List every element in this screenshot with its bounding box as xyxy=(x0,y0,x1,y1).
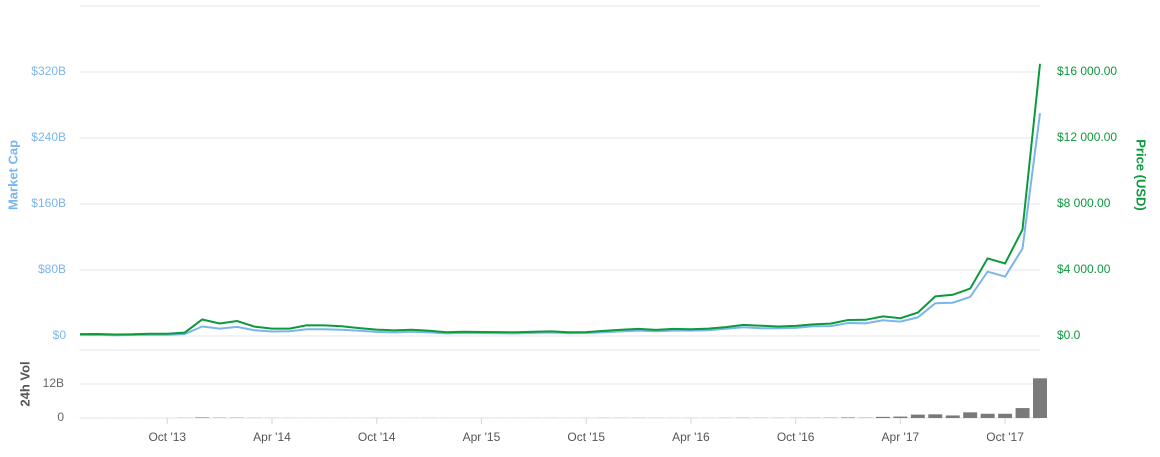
x-tick-label: Apr '16 xyxy=(672,430,710,444)
volume-bar xyxy=(980,413,995,418)
y2-axis-title: Price (USD) xyxy=(1134,139,1149,211)
x-tick-label: Apr '14 xyxy=(253,430,291,444)
y2-tick-label: $8 000.00 xyxy=(1057,196,1111,210)
x-tick-label: Apr '15 xyxy=(463,430,501,444)
x-tick-label: Oct '14 xyxy=(358,430,396,444)
x-tick-label: Oct '13 xyxy=(148,430,186,444)
volume-bar xyxy=(1015,408,1030,418)
volume-bar xyxy=(841,417,855,418)
volume-bar xyxy=(998,413,1013,418)
volume-bar xyxy=(910,414,925,418)
volume-bar xyxy=(928,414,943,418)
y-axis-title: Market Cap xyxy=(5,140,20,210)
y-tick-label: $160B xyxy=(31,196,66,210)
series-line xyxy=(79,63,1041,336)
volume-bar xyxy=(1033,378,1047,418)
y2-tick-label: $4 000.00 xyxy=(1057,262,1111,276)
y-tick-label: $80B xyxy=(38,262,66,276)
y-tick-label: $0 xyxy=(53,328,67,342)
series-line xyxy=(79,113,1041,337)
x-tick-label: Apr '17 xyxy=(882,430,920,444)
x-tick-label: Oct '16 xyxy=(777,430,815,444)
volume-bar xyxy=(875,416,890,418)
volume-bar xyxy=(963,412,978,418)
volume-bar xyxy=(945,415,960,418)
volume-bar xyxy=(893,416,908,418)
y-tick-label: $320B xyxy=(31,64,66,78)
y2-tick-label: $0.0 xyxy=(1057,328,1081,342)
volume-axis-title: 24h Vol xyxy=(17,361,32,406)
y-tick-label: 12B xyxy=(43,376,64,390)
x-tick-label: Oct '17 xyxy=(986,430,1024,444)
x-tick-label: Oct '15 xyxy=(567,430,605,444)
y2-tick-label: $16 000.00 xyxy=(1057,64,1117,78)
y-tick-label: 0 xyxy=(57,410,64,424)
y-tick-label: $240B xyxy=(31,130,66,144)
y2-tick-label: $12 000.00 xyxy=(1057,130,1117,144)
volume-bar xyxy=(195,417,210,418)
